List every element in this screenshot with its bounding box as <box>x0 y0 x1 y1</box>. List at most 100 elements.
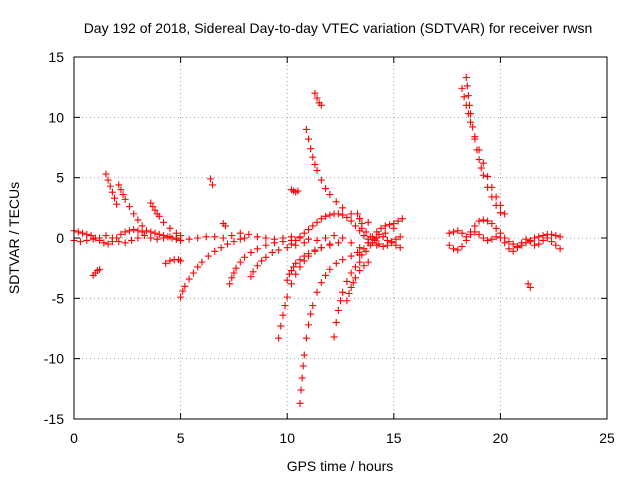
data-point <box>313 94 321 102</box>
data-point <box>130 210 138 218</box>
data-point <box>292 259 300 267</box>
data-point <box>339 211 347 219</box>
x-tick-label: 15 <box>386 430 402 446</box>
series-dip-13 <box>343 258 372 305</box>
data-point <box>556 233 564 241</box>
data-point <box>296 263 304 271</box>
y-tick-labels: -15 -10 -5 0 5 10 15 <box>44 49 64 427</box>
data-point <box>236 235 244 243</box>
data-points <box>70 74 564 407</box>
data-point <box>241 234 249 242</box>
axis-ticks <box>73 56 608 420</box>
series-blip-6 <box>206 175 217 189</box>
data-point <box>496 201 504 209</box>
data-point <box>347 269 355 277</box>
data-point <box>526 238 534 246</box>
y-tick-label: -15 <box>44 411 64 427</box>
data-point <box>539 236 547 244</box>
series-baseline-5 <box>445 228 564 255</box>
data-point <box>313 236 321 244</box>
data-point <box>228 274 236 282</box>
data-point <box>334 306 342 314</box>
data-point <box>462 101 470 109</box>
data-point <box>160 234 168 242</box>
series-blip-21 <box>524 280 534 291</box>
data-point <box>224 240 232 248</box>
data-point <box>253 233 261 241</box>
data-point <box>202 233 210 241</box>
data-point <box>305 135 313 143</box>
data-point <box>388 239 396 247</box>
data-point <box>488 220 496 228</box>
data-point <box>343 297 351 305</box>
data-point <box>462 236 470 244</box>
data-point <box>296 256 304 264</box>
data-point <box>484 172 492 180</box>
data-point <box>249 268 257 276</box>
data-point <box>358 251 366 259</box>
data-point <box>134 234 142 242</box>
data-point <box>462 74 470 82</box>
data-point <box>151 206 159 214</box>
x-tick-label: 25 <box>599 430 615 446</box>
data-point <box>496 209 504 217</box>
data-point <box>445 241 453 249</box>
data-point <box>524 280 532 288</box>
data-point <box>505 245 513 253</box>
data-point <box>115 181 123 189</box>
data-point <box>113 200 121 208</box>
data-point <box>108 188 116 196</box>
data-point <box>339 234 347 242</box>
data-point <box>121 195 129 203</box>
data-point <box>275 334 283 342</box>
data-point <box>258 257 266 265</box>
y-tick-label: 10 <box>48 109 64 125</box>
y-axis-label: SDTVAR / TECUs <box>6 182 22 294</box>
data-point <box>345 290 353 298</box>
data-point <box>330 232 338 240</box>
data-point <box>379 242 387 250</box>
data-point <box>309 302 317 310</box>
data-point <box>464 92 472 100</box>
data-point <box>322 185 330 193</box>
data-point <box>364 218 372 226</box>
data-point <box>386 221 394 229</box>
data-point <box>351 263 359 271</box>
data-point <box>241 253 249 261</box>
data-point <box>172 229 180 237</box>
data-point <box>309 153 317 161</box>
data-point <box>138 222 146 230</box>
data-point <box>262 253 270 261</box>
data-point <box>362 247 370 255</box>
data-point <box>543 234 551 242</box>
data-point <box>492 193 500 201</box>
data-point <box>211 247 219 255</box>
data-point <box>302 334 310 342</box>
series-blip-7 <box>219 220 229 230</box>
data-point <box>322 212 330 220</box>
series-rise-1 <box>177 234 249 301</box>
y-tick-label: 0 <box>56 230 64 246</box>
data-point <box>381 222 389 230</box>
data-point <box>356 244 364 252</box>
data-point <box>179 287 187 295</box>
data-point <box>153 235 161 243</box>
y-tick-label: 15 <box>48 49 64 65</box>
series-blip-mid <box>162 256 185 267</box>
data-point <box>445 229 453 237</box>
data-point <box>142 227 150 235</box>
data-point <box>471 228 479 236</box>
data-point <box>471 222 479 230</box>
data-point <box>381 229 389 237</box>
data-point <box>236 258 244 266</box>
data-point <box>309 222 317 230</box>
data-point <box>102 170 110 178</box>
data-point <box>104 240 112 248</box>
data-point <box>253 245 261 253</box>
data-point <box>518 239 526 247</box>
data-point <box>311 160 319 168</box>
data-point <box>247 248 255 256</box>
data-point <box>128 236 136 244</box>
data-point <box>358 224 366 232</box>
data-point <box>298 374 306 382</box>
